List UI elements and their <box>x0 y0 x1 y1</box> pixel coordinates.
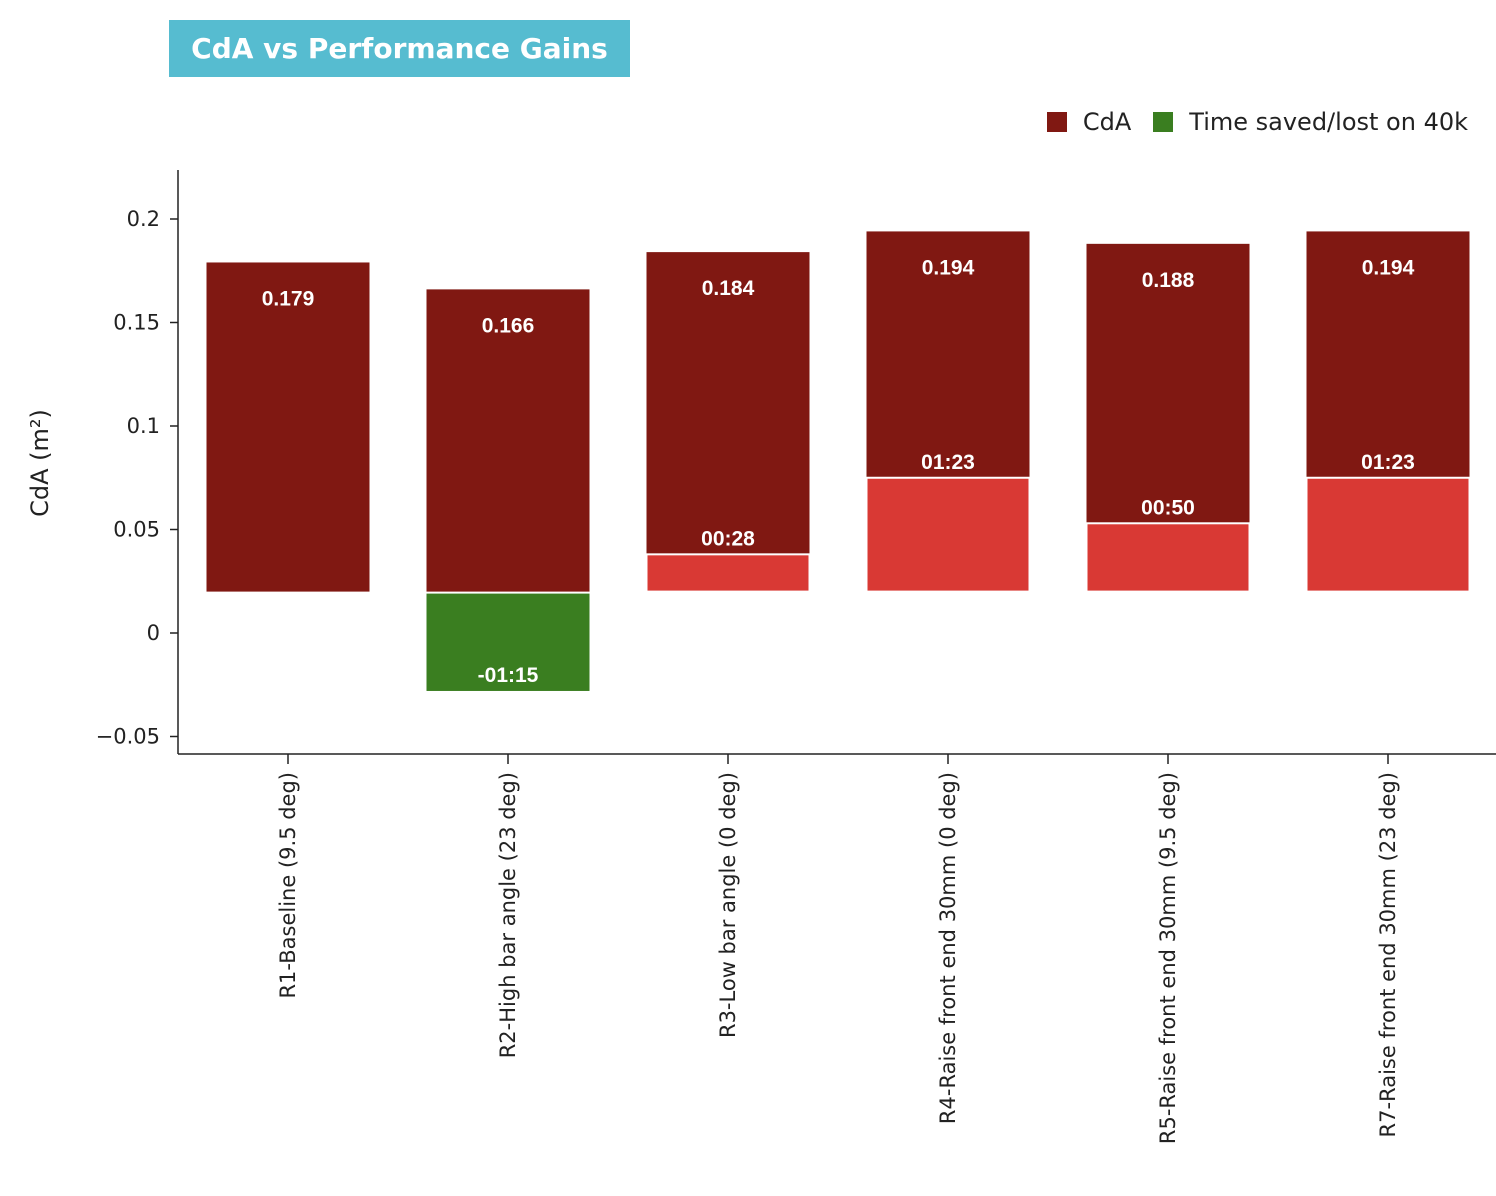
chart-title-box: CdA vs Performance Gains <box>169 20 630 77</box>
y-tick-label: 0.2 <box>127 207 160 231</box>
x-tick-label: R3-Low bar angle (0 deg) <box>716 772 740 1038</box>
y-tick-label: −0.05 <box>96 725 160 749</box>
legend-swatch-time <box>1153 112 1174 132</box>
cda-bar <box>646 252 810 592</box>
x-tick-label: R7-Raise front end 30mm (23 deg) <box>1376 772 1400 1137</box>
x-tick-label: R4-Raise front end 30mm (0 deg) <box>936 772 960 1124</box>
time-bar <box>1085 522 1251 593</box>
x-tick-label: R2-High bar angle (23 deg) <box>496 772 520 1058</box>
legend-item-time: Time saved/lost on 40k <box>1153 108 1468 136</box>
time-bar <box>865 476 1031 593</box>
cda-bar <box>206 262 370 592</box>
x-tick-label: R5-Raise front end 30mm (9.5 deg) <box>1156 772 1180 1144</box>
cda-value-label: 0.166 <box>482 314 535 337</box>
chart-title: CdA vs Performance Gains <box>191 32 608 65</box>
cda-value-label: 0.194 <box>1362 256 1415 279</box>
time-value-label: -01:15 <box>478 664 539 687</box>
x-tick-label: R1-Baseline (9.5 deg) <box>276 772 300 999</box>
y-axis-label: CdA (m²) <box>26 409 54 517</box>
legend-swatch-cda <box>1046 112 1067 132</box>
y-tick-label: 0.1 <box>127 414 160 438</box>
cda-value-label: 0.179 <box>262 287 315 310</box>
cda-value-label: 0.188 <box>1142 269 1195 292</box>
y-tick-label: 0.15 <box>113 311 160 335</box>
time-bar <box>1305 476 1471 593</box>
time-value-label: 01:23 <box>1361 451 1415 474</box>
time-value-label: 00:28 <box>701 527 755 550</box>
cda-value-label: 0.194 <box>922 256 975 279</box>
y-tick-label: 0.05 <box>113 518 160 542</box>
y-tick-label: 0 <box>147 621 160 645</box>
cda-bar <box>426 289 590 592</box>
time-value-label: 01:23 <box>921 451 975 474</box>
legend-label-cda: CdA <box>1082 108 1132 136</box>
time-value-label: 00:50 <box>1141 496 1195 519</box>
time-bar <box>645 553 811 593</box>
time-bar <box>426 593 590 691</box>
cda-value-label: 0.184 <box>702 277 755 300</box>
legend-item-cda: CdA <box>1046 108 1132 136</box>
legend-label-time: Time saved/lost on 40k <box>1189 108 1468 136</box>
legend: CdA Time saved/lost on 40k <box>1025 108 1468 136</box>
